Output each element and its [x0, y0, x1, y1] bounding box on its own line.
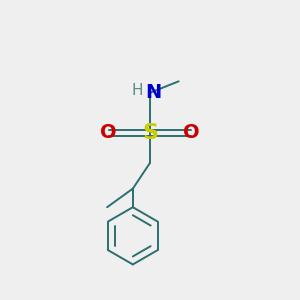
Text: O: O [183, 123, 200, 142]
Text: O: O [100, 123, 117, 142]
Text: H: H [131, 83, 143, 98]
Text: S: S [142, 123, 158, 143]
Text: N: N [145, 83, 162, 102]
